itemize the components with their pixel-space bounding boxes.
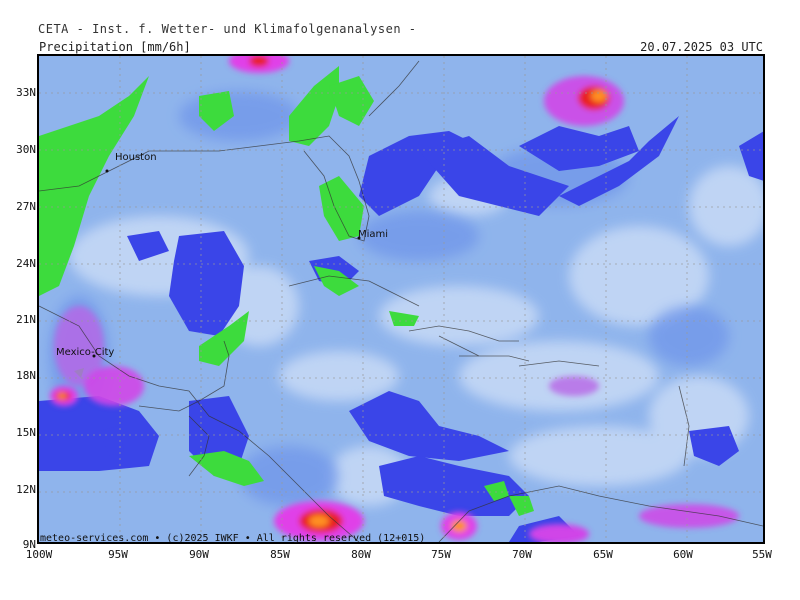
lon-label: 65W <box>593 548 613 561</box>
map-canvas <box>39 56 763 542</box>
intense-precip-layer <box>50 56 739 542</box>
lat-label: 15N <box>16 426 36 439</box>
graticule <box>39 56 763 542</box>
lat-label: 18N <box>16 369 36 382</box>
lon-label: 70W <box>512 548 532 561</box>
lon-label: 90W <box>189 548 209 561</box>
header-bar: Precipitation [mm/6h] 20.07.2025 03 UTC <box>37 40 765 55</box>
lat-label: 27N <box>16 200 36 213</box>
lat-label: 21N <box>16 313 36 326</box>
mexico-city-marker <box>92 354 96 358</box>
green-precip-layer <box>39 66 534 516</box>
city-label-houston: Houston <box>115 152 157 163</box>
lon-label: 80W <box>351 548 371 561</box>
lat-label: 30N <box>16 143 36 156</box>
parameter-label: Precipitation [mm/6h] <box>39 40 191 54</box>
lat-label: 24N <box>16 257 36 270</box>
city-label-mexico-city: Mexico-City <box>56 347 115 358</box>
city-markers <box>92 169 361 358</box>
city-label-miami: Miami <box>358 229 389 240</box>
copyright-notice: meteo-services.com • (c)2025 IWKF • All … <box>40 533 426 544</box>
houston-marker <box>105 169 109 173</box>
lat-label: 33N <box>16 86 36 99</box>
precipitation-map[interactable] <box>37 54 765 544</box>
lon-label: 100W <box>25 548 53 561</box>
lon-label: 55W <box>752 548 772 561</box>
lon-label: 95W <box>108 548 128 561</box>
lon-label: 60W <box>673 548 693 561</box>
institute-title: CETA - Inst. f. Wetter- und Klimafolgena… <box>38 22 417 36</box>
lon-label: 85W <box>270 548 290 561</box>
heavy-precip-layer <box>39 116 763 542</box>
lon-label: 75W <box>431 548 451 561</box>
lat-label: 9N <box>22 538 36 551</box>
miami-marker <box>357 236 361 240</box>
lat-label: 12N <box>16 483 36 496</box>
valid-time-label: 20.07.2025 03 UTC <box>640 40 763 54</box>
coastlines <box>39 60 763 542</box>
